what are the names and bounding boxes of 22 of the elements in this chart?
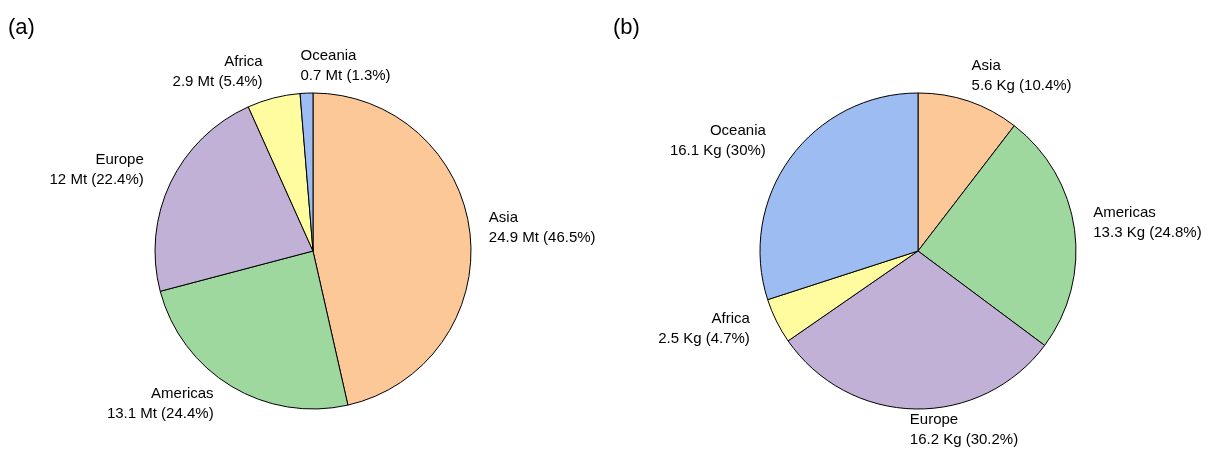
slice-label: Americas xyxy=(1093,203,1156,221)
slice-label: Oceania xyxy=(709,120,767,138)
chart-title: (b) xyxy=(613,14,640,40)
slice-label: Europe xyxy=(95,149,144,167)
data-label: 0.7 Mt (1.3%) xyxy=(300,66,391,84)
data-label: 2.9 Mt (5.4%) xyxy=(172,71,263,89)
slice-label: Africa xyxy=(224,51,264,69)
slice-label: Americas xyxy=(151,383,214,401)
slice-label: Europe xyxy=(909,409,959,427)
data-label: 16.2 Kg (30.2%) xyxy=(909,429,1019,447)
data-label: 5.6 Kg (10.4%) xyxy=(971,75,1072,93)
slice-label: Africa xyxy=(711,308,751,326)
slice-label: Oceania xyxy=(300,46,358,64)
data-label: 12 Mt (22.4%) xyxy=(49,169,144,187)
chart-title: (a) xyxy=(8,14,35,40)
slice-label: Asia xyxy=(971,55,1002,73)
data-label: 16.1 Kg (30%) xyxy=(669,140,766,158)
data-label: 24.9 Mt (46.5%) xyxy=(488,227,596,245)
data-label: 13.3 Kg (24.8%) xyxy=(1093,223,1202,241)
data-label: 13.1 Mt (24.4%) xyxy=(106,403,214,421)
data-label: 2.5 Kg (4.7%) xyxy=(658,328,750,346)
slice-label: Asia xyxy=(488,207,519,225)
